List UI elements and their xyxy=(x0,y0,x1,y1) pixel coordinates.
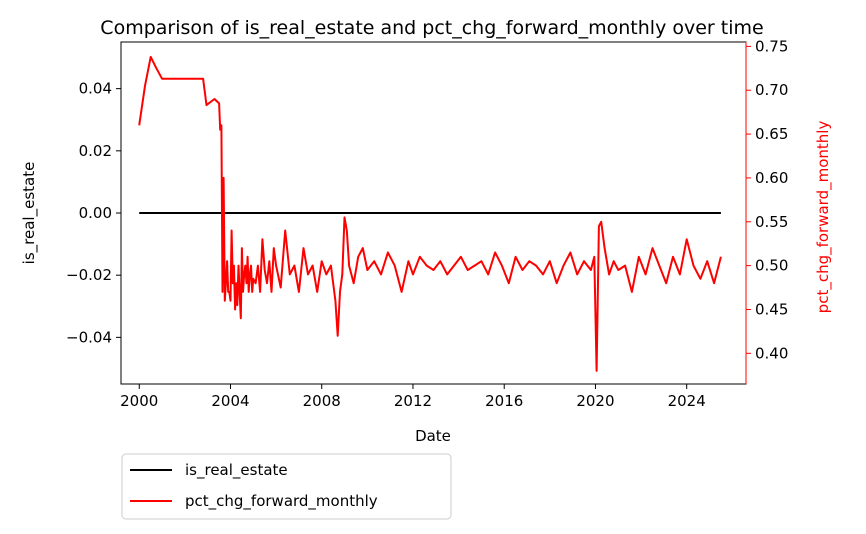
legend-label-pct-chg-forward-monthly: pct_chg_forward_monthly xyxy=(185,492,378,511)
y-left-tick-label: −0.02 xyxy=(66,266,112,284)
y-left-tick-label: −0.04 xyxy=(66,328,112,346)
x-tick-label: 2004 xyxy=(211,392,249,410)
y-right-tick-label: 0.75 xyxy=(755,37,788,55)
y-axis-left-label: is_real_estate xyxy=(20,162,39,265)
y-right-tick-label: 0.40 xyxy=(755,344,788,362)
x-axis: 2000 2004 2008 2012 2016 2020 2024 xyxy=(120,384,706,410)
legend: is_real_estate pct_chg_forward_monthly xyxy=(121,453,452,520)
y-axis-right-label: pct_chg_forward_monthly xyxy=(814,121,833,314)
x-tick-label: 2020 xyxy=(576,392,614,410)
y-left-tick-label: 0.02 xyxy=(79,142,112,160)
series-line-pct-chg-forward-monthly xyxy=(138,55,722,372)
x-tick-label: 2012 xyxy=(394,392,432,410)
y-right-tick-label: 0.50 xyxy=(755,257,788,275)
series-layer xyxy=(138,55,722,372)
y-right-tick-label: 0.70 xyxy=(755,81,788,99)
y-right-tick-label: 0.55 xyxy=(755,213,788,231)
y-axis-left: −0.04 −0.02 0.00 0.02 0.04 xyxy=(66,80,121,346)
y-left-tick-label: 0.00 xyxy=(79,204,112,222)
y-right-tick-label: 0.45 xyxy=(755,300,788,318)
x-tick-label: 2000 xyxy=(120,392,158,410)
y-right-tick-label: 0.65 xyxy=(755,125,788,143)
y-axis-right: 0.40 0.45 0.50 0.55 0.60 0.65 0.70 0.75 xyxy=(745,37,788,384)
y-right-tick-label: 0.60 xyxy=(755,169,788,187)
legend-label-is-real-estate: is_real_estate xyxy=(185,461,288,480)
x-tick-label: 2024 xyxy=(668,392,706,410)
y-left-tick-label: 0.04 xyxy=(79,80,112,98)
legend-box xyxy=(121,453,452,520)
x-tick-label: 2016 xyxy=(485,392,523,410)
x-axis-label: Date xyxy=(415,427,451,445)
chart-title: Comparison of is_real_estate and pct_chg… xyxy=(100,17,763,39)
x-tick-label: 2008 xyxy=(303,392,341,410)
